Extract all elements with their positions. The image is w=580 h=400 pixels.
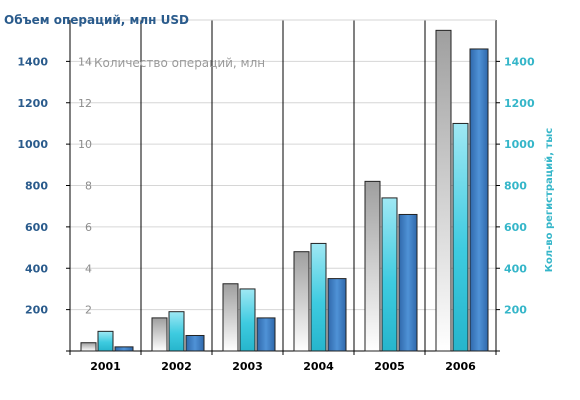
bar: [151, 317, 168, 352]
bar: [80, 342, 97, 352]
bar: [381, 197, 398, 352]
bars: [80, 29, 489, 352]
bar: [222, 283, 239, 352]
axes: [66, 19, 500, 355]
y-tick-left: 200: [25, 304, 48, 317]
y-tick-right: 200: [504, 304, 527, 317]
bar: [239, 288, 256, 352]
y-tick-mid: 10: [78, 138, 92, 151]
bar: [114, 346, 134, 352]
bar: [435, 29, 452, 352]
y-tick-left: 800: [25, 180, 48, 193]
bar: [97, 330, 114, 352]
y-tick-mid: 4: [85, 262, 92, 275]
bar: [469, 48, 489, 352]
bar: [364, 180, 381, 352]
y-tick-right: 1400: [504, 55, 535, 68]
y-tick-left: 1200: [17, 97, 48, 110]
bar: [185, 334, 205, 352]
y-tick-right: 800: [504, 180, 527, 193]
bar: [398, 213, 418, 352]
x-tick-label: 2005: [374, 360, 405, 373]
y-tick-left: 400: [25, 262, 48, 275]
y-tick-right: 400: [504, 262, 527, 275]
y-tick-left: 1000: [17, 138, 48, 151]
bar: [168, 311, 185, 352]
bar: [310, 242, 327, 352]
bar: [256, 317, 276, 352]
mid-axis-title: Количество операций, млн: [94, 56, 265, 70]
y-tick-right: 600: [504, 221, 527, 234]
y-tick-mid: 6: [85, 221, 92, 234]
y-tick-mid: 12: [78, 97, 92, 110]
bar: [293, 251, 310, 352]
bar: [452, 122, 469, 352]
x-tick-label: 2003: [232, 360, 263, 373]
x-tick-label: 2004: [303, 360, 334, 373]
y-tick-mid: 8: [85, 180, 92, 193]
right-axis-title: Кол-во регистраций, тыс: [544, 128, 555, 273]
x-tick-label: 2001: [90, 360, 121, 373]
grid: [70, 20, 496, 351]
y-tick-right: 1200: [504, 97, 535, 110]
y-tick-mid: 2: [85, 304, 92, 317]
y-tick-right: 1000: [504, 138, 535, 151]
y-tick-left: 600: [25, 221, 48, 234]
y-tick-left: 1400: [17, 55, 48, 68]
x-tick-label: 2006: [445, 360, 476, 373]
left-axis-title: Объем операций, млн USD: [4, 13, 189, 27]
bar: [327, 278, 347, 352]
x-tick-label: 2002: [161, 360, 192, 373]
y-tick-mid: 14: [78, 55, 92, 68]
